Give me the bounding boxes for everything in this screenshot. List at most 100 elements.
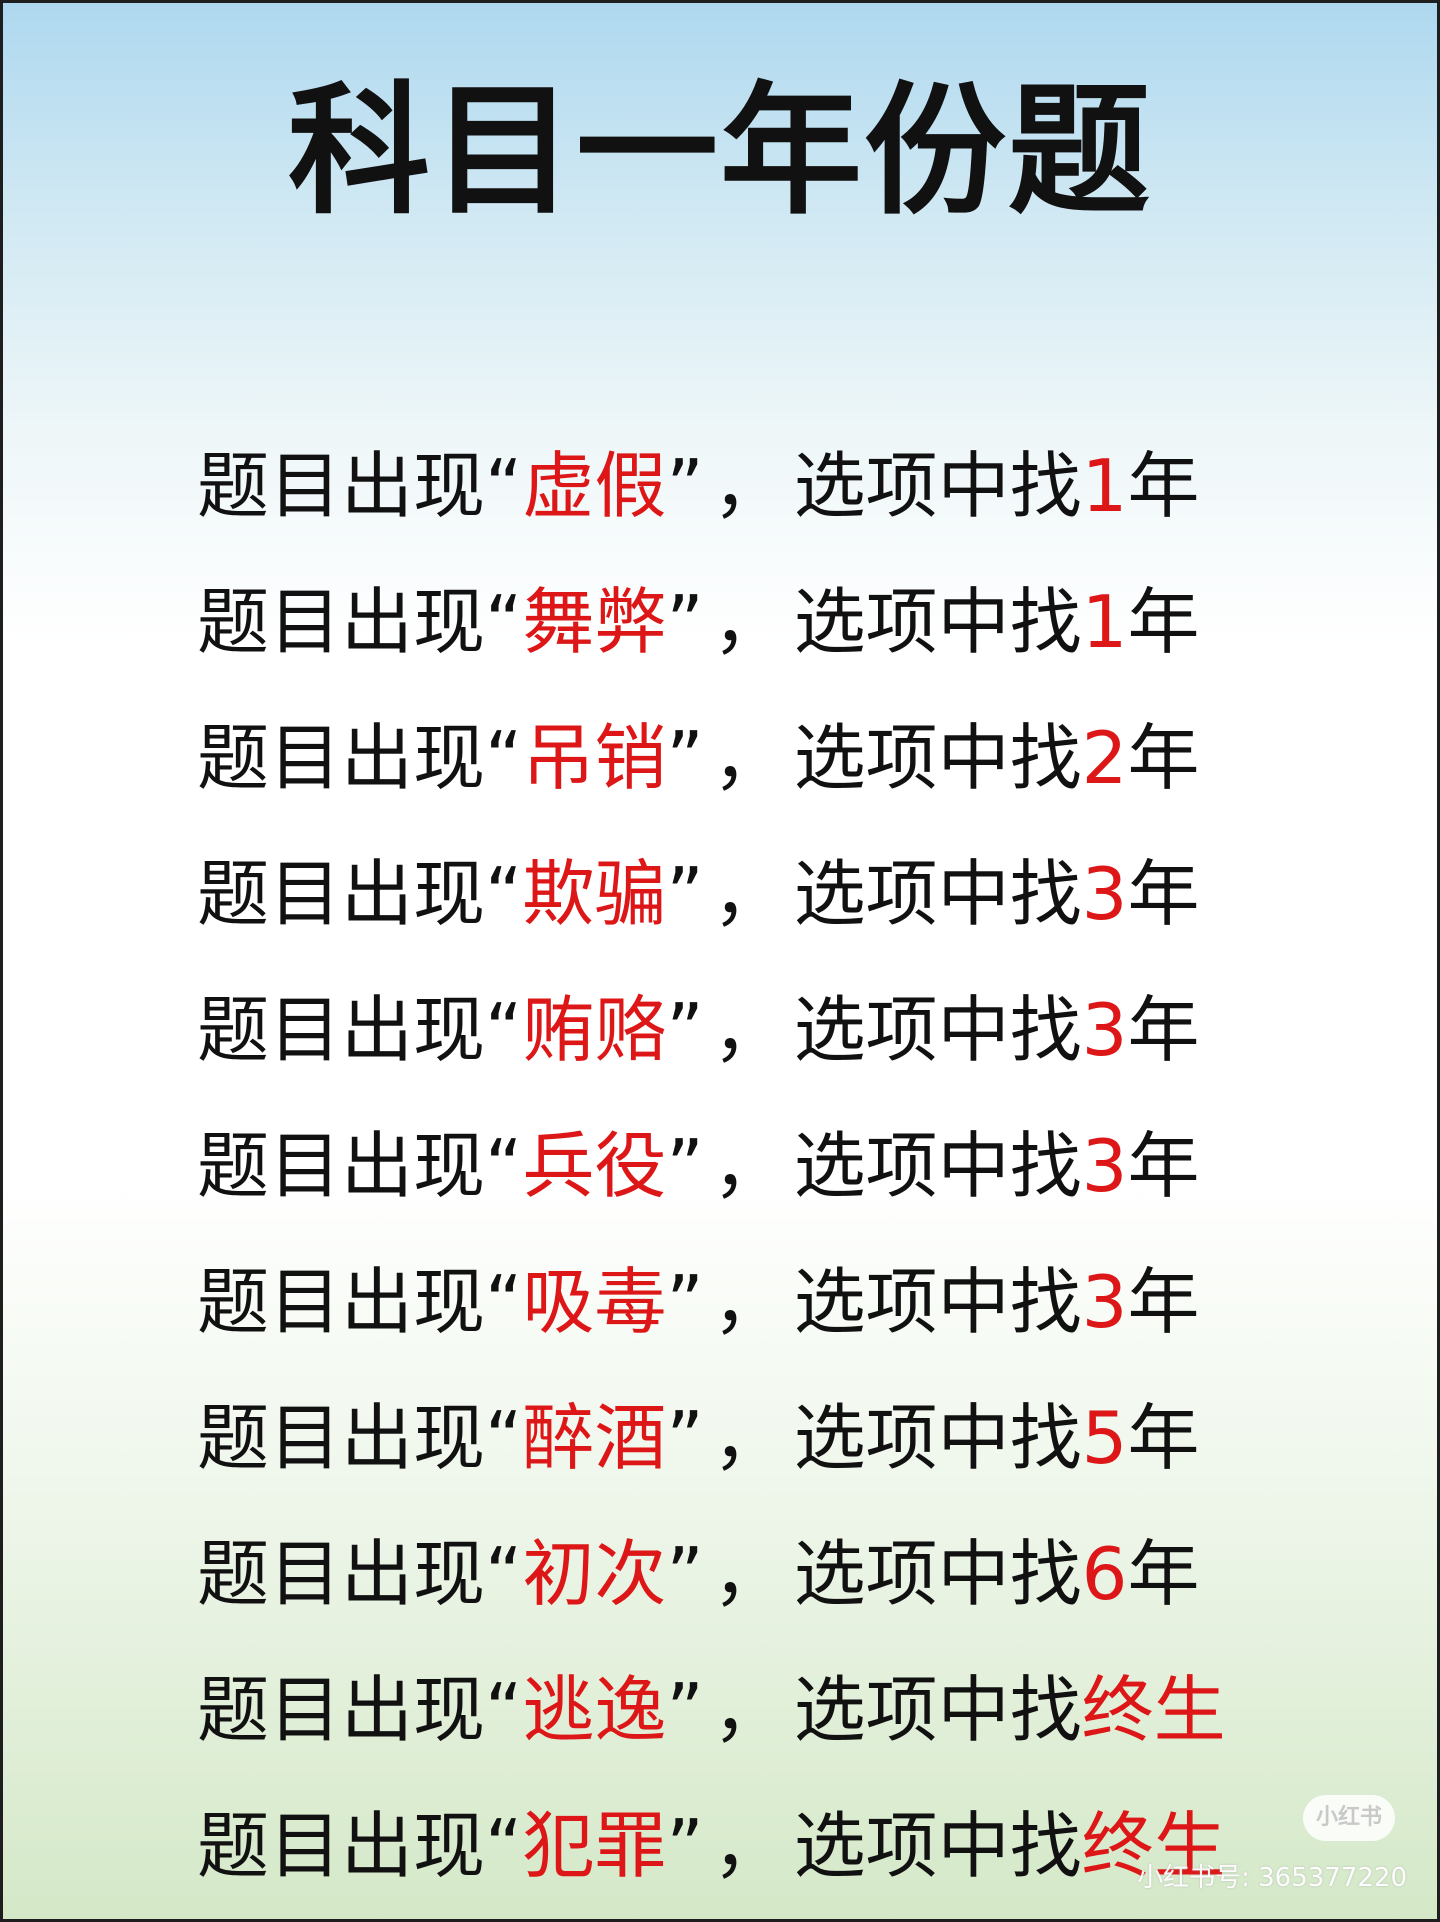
rule-item: 题目出现“犯罪”，选项中找终生 xyxy=(197,1778,1226,1914)
open-quote: “ xyxy=(485,1804,523,1888)
rule-middle: 选项中找 xyxy=(793,988,1082,1072)
rule-prefix: 题目出现 xyxy=(197,580,486,664)
rule-item: 题目出现“吊销”，选项中找2年 xyxy=(197,690,1226,826)
rule-comma: ， xyxy=(712,852,785,936)
open-quote: “ xyxy=(485,444,523,528)
rule-comma: ， xyxy=(712,1396,785,1480)
rule-keyword: 吸毒 xyxy=(522,1260,667,1344)
rule-keyword: 兵役 xyxy=(522,1124,667,1208)
close-quote: ” xyxy=(666,988,704,1072)
rule-item: 题目出现“兵役”，选项中找3年 xyxy=(197,1098,1226,1234)
open-quote: “ xyxy=(485,1396,523,1480)
open-quote: “ xyxy=(485,852,523,936)
rule-item: 题目出现“逃逸”，选项中找终生 xyxy=(197,1642,1226,1778)
close-quote: ” xyxy=(666,1804,704,1888)
rule-prefix: 题目出现 xyxy=(197,1260,486,1344)
close-quote: ” xyxy=(666,1396,704,1480)
rule-answer: 3 xyxy=(1081,1260,1128,1344)
rule-item: 题目出现“舞弊”，选项中找1年 xyxy=(197,554,1226,690)
watermark-id: 小红书号: 365377220 xyxy=(1137,1863,1407,1893)
rule-suffix: 年 xyxy=(1127,716,1200,800)
rule-keyword: 欺骗 xyxy=(522,852,667,936)
rule-answer: 终生 xyxy=(1081,1804,1226,1888)
rule-prefix: 题目出现 xyxy=(197,988,486,1072)
open-quote: “ xyxy=(485,988,523,1072)
rule-middle: 选项中找 xyxy=(793,1124,1082,1208)
close-quote: ” xyxy=(666,1260,704,1344)
rule-comma: ， xyxy=(712,1532,785,1616)
rule-answer: 6 xyxy=(1081,1532,1128,1616)
rule-middle: 选项中找 xyxy=(793,580,1082,664)
rule-suffix: 年 xyxy=(1127,1396,1200,1480)
rule-comma: ， xyxy=(712,1260,785,1344)
poster-title: 科目一年份题 xyxy=(288,69,1152,234)
open-quote: “ xyxy=(485,1260,523,1344)
rule-answer: 3 xyxy=(1081,852,1128,936)
rule-middle: 选项中找 xyxy=(793,716,1082,800)
rule-suffix: 年 xyxy=(1127,1124,1200,1208)
rule-keyword: 初次 xyxy=(522,1532,667,1616)
close-quote: ” xyxy=(666,716,704,800)
open-quote: “ xyxy=(485,580,523,664)
rule-keyword: 舞弊 xyxy=(522,580,667,664)
open-quote: “ xyxy=(485,1668,523,1752)
rule-keyword: 吊销 xyxy=(522,716,667,800)
rule-middle: 选项中找 xyxy=(793,1260,1082,1344)
rule-keyword: 犯罪 xyxy=(522,1804,667,1888)
rule-keyword: 虚假 xyxy=(522,444,667,528)
rule-middle: 选项中找 xyxy=(793,852,1082,936)
rule-prefix: 题目出现 xyxy=(197,444,486,528)
rule-list: 题目出现“虚假”，选项中找1年 题目出现“舞弊”，选项中找1年 题目出现“吊销”… xyxy=(197,418,1226,1914)
rule-answer: 3 xyxy=(1081,1124,1128,1208)
rule-suffix: 年 xyxy=(1127,852,1200,936)
rule-comma: ， xyxy=(712,1668,785,1752)
open-quote: “ xyxy=(485,1532,523,1616)
watermark-logo: 小红书 xyxy=(1303,1795,1395,1841)
rule-suffix: 年 xyxy=(1127,444,1200,528)
open-quote: “ xyxy=(485,1124,523,1208)
rule-comma: ， xyxy=(712,1124,785,1208)
rule-suffix: 年 xyxy=(1127,1260,1200,1344)
rule-prefix: 题目出现 xyxy=(197,1532,486,1616)
rule-middle: 选项中找 xyxy=(793,1396,1082,1480)
rule-comma: ， xyxy=(712,444,785,528)
rule-prefix: 题目出现 xyxy=(197,1668,486,1752)
close-quote: ” xyxy=(666,1124,704,1208)
close-quote: ” xyxy=(666,444,704,528)
rule-prefix: 题目出现 xyxy=(197,1124,486,1208)
rule-prefix: 题目出现 xyxy=(197,1804,486,1888)
rule-comma: ， xyxy=(712,988,785,1072)
rule-prefix: 题目出现 xyxy=(197,1396,486,1480)
rule-keyword: 醉酒 xyxy=(522,1396,667,1480)
rule-answer: 3 xyxy=(1081,988,1128,1072)
rule-answer: 2 xyxy=(1081,716,1128,800)
rule-comma: ， xyxy=(712,1804,785,1888)
rule-prefix: 题目出现 xyxy=(197,852,486,936)
close-quote: ” xyxy=(666,580,704,664)
rule-suffix: 年 xyxy=(1127,1532,1200,1616)
rule-item: 题目出现“醉酒”，选项中找5年 xyxy=(197,1370,1226,1506)
rule-comma: ， xyxy=(712,716,785,800)
rule-comma: ， xyxy=(712,580,785,664)
rule-keyword: 贿赂 xyxy=(522,988,667,1072)
rule-keyword: 逃逸 xyxy=(522,1668,667,1752)
rule-prefix: 题目出现 xyxy=(197,716,486,800)
close-quote: ” xyxy=(666,1532,704,1616)
rule-item: 题目出现“初次”，选项中找6年 xyxy=(197,1506,1226,1642)
rule-suffix: 年 xyxy=(1127,580,1200,664)
rule-middle: 选项中找 xyxy=(793,1532,1082,1616)
rule-middle: 选项中找 xyxy=(793,1804,1082,1888)
rule-item: 题目出现“虚假”，选项中找1年 xyxy=(197,418,1226,554)
rule-middle: 选项中找 xyxy=(793,1668,1082,1752)
rule-item: 题目出现“贿赂”，选项中找3年 xyxy=(197,962,1226,1098)
rule-answer: 终生 xyxy=(1081,1668,1226,1752)
rule-middle: 选项中找 xyxy=(793,444,1082,528)
rule-answer: 1 xyxy=(1081,444,1128,528)
open-quote: “ xyxy=(485,716,523,800)
close-quote: ” xyxy=(666,852,704,936)
rule-answer: 5 xyxy=(1081,1396,1128,1480)
rule-suffix: 年 xyxy=(1127,988,1200,1072)
rule-answer: 1 xyxy=(1081,580,1128,664)
rule-item: 题目出现“欺骗”，选项中找3年 xyxy=(197,826,1226,962)
